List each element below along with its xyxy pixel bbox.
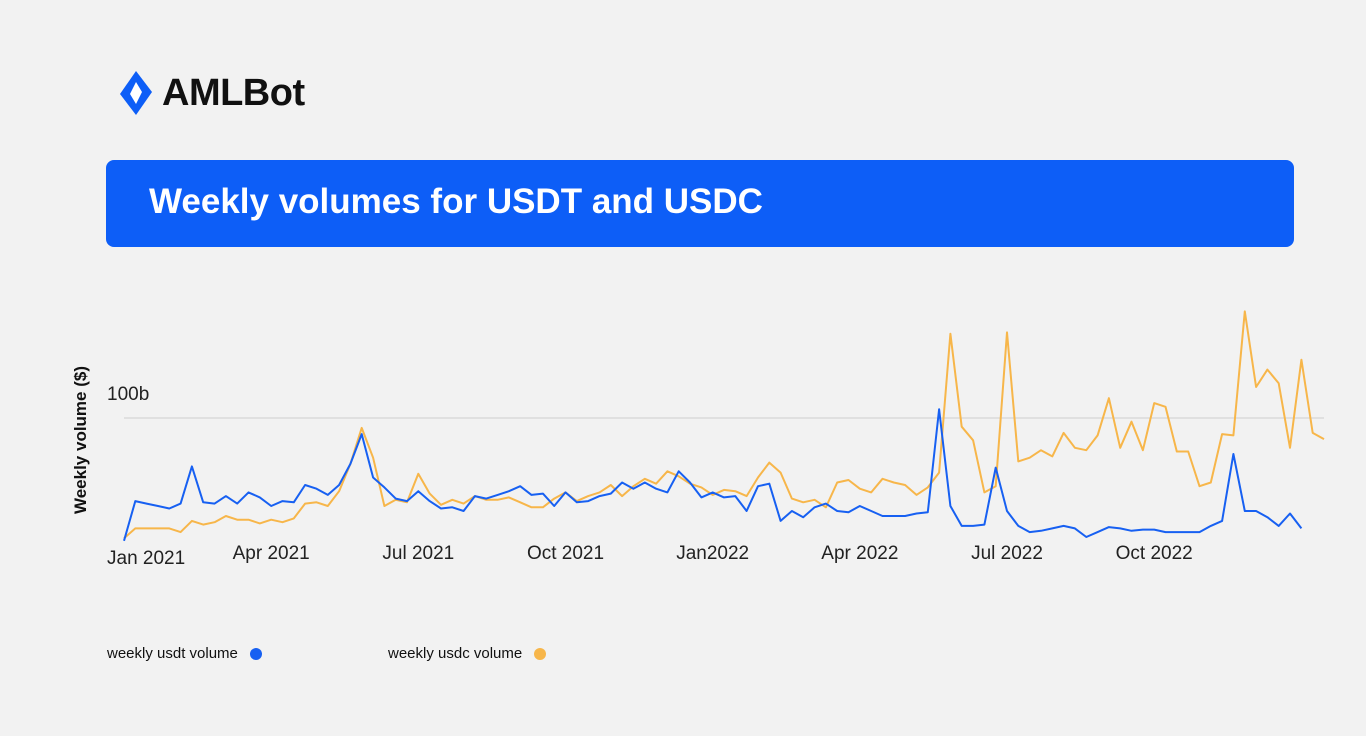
x-tick-label: Jan 2021	[107, 548, 185, 569]
x-tick-label: Apr 2021	[233, 543, 310, 564]
legend-dot-usdc	[534, 647, 547, 660]
x-tick-label: Jan2022	[676, 543, 749, 564]
x-tick-label: Oct 2021	[527, 543, 604, 564]
amlbot-logo-icon	[120, 71, 152, 115]
line-chart: 100b Weekly volume ($) Jan 2021 Apr 2021 J…	[71, 310, 1325, 569]
y-axis-label: Weekly volume ($)	[71, 366, 90, 514]
title-banner: Weekly volumes for USDT and USDC	[106, 160, 1294, 247]
series-line-usdt	[123, 408, 1303, 542]
x-tick-label: Apr 2022	[821, 543, 898, 564]
series-line-usdc	[123, 310, 1325, 540]
brand-name: AMLBot	[162, 71, 305, 114]
legend-label-usdt: weekly usdt volume	[107, 645, 238, 662]
chart-title: Weekly volumes for USDT and USDC	[149, 182, 763, 221]
x-tick-label: Jul 2022	[971, 543, 1043, 564]
y-tick-label: 100b	[107, 384, 149, 405]
legend-label-usdc: weekly usdc volume	[388, 645, 523, 662]
x-tick-label: Oct 2022	[1116, 543, 1193, 564]
legend-item-usdc: weekly usdc volume	[388, 645, 547, 662]
legend-dot-usdt	[249, 647, 262, 660]
legend-item-usdt: weekly usdt volume	[107, 645, 262, 662]
x-tick-label: Jul 2021	[382, 543, 454, 564]
brand-logo: AMLBot	[118, 70, 305, 116]
